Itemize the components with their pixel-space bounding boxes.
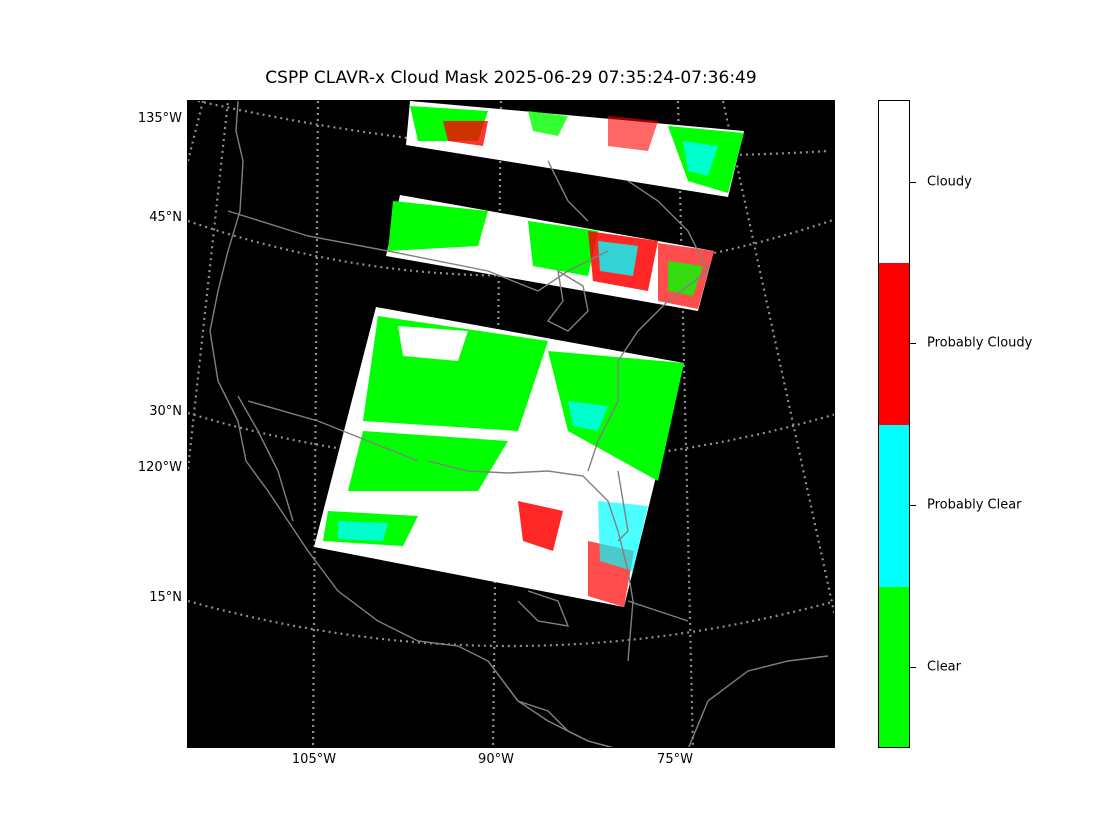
lat-label-135w: 135°W <box>137 111 182 126</box>
lon-line-60w <box>721 101 834 617</box>
colorbar-segment-cloudy <box>879 101 909 263</box>
colorbar-tick-probably-cloudy <box>910 343 916 344</box>
colorbar-segment-probably-clear <box>879 425 909 587</box>
colorbar <box>878 100 910 748</box>
lat-line-15n <box>188 599 834 648</box>
map-title: CSPP CLAVR-x Cloud Mask 2025-06-29 07:35… <box>265 68 757 88</box>
lat-label-15n: 15°N <box>149 590 182 605</box>
south-america-coast <box>688 655 829 747</box>
lon-label-105w: 105°W <box>291 752 337 767</box>
lon-line-105w <box>311 101 320 747</box>
colorbar-label-probably-clear: Probably Clear <box>927 497 1022 513</box>
colorbar-segment-probably-cloudy <box>879 263 909 425</box>
gulf-coast <box>427 460 634 662</box>
canada-border <box>227 210 609 292</box>
lon-line-135w-frag <box>188 101 205 162</box>
lat-label-120w: 120°W <box>137 460 182 475</box>
coastlines <box>209 101 829 747</box>
colorbar-label-cloudy: Cloudy <box>927 174 972 190</box>
lat-label-30n: 30°N <box>149 404 182 419</box>
central-america <box>487 660 614 747</box>
hudson-area <box>547 160 589 222</box>
map-canvas <box>188 101 834 747</box>
swath-bottom <box>314 307 684 607</box>
lon-label-75w: 75°W <box>657 752 693 767</box>
mexico-border <box>247 400 419 462</box>
florida <box>617 470 629 542</box>
colorbar-tick-clear <box>910 667 916 668</box>
swath-top <box>406 101 744 197</box>
lat-line-45n <box>188 218 834 277</box>
swath-middle <box>386 195 714 311</box>
colorbar-segment-clear <box>879 587 909 747</box>
colorbar-tick-cloudy <box>910 182 916 183</box>
yucatan <box>517 590 570 627</box>
cuba <box>627 600 689 622</box>
east-coast <box>587 180 709 472</box>
baja <box>237 395 294 522</box>
lat-label-45n: 45°N <box>149 210 182 225</box>
lon-label-90w: 90°W <box>478 752 514 767</box>
colorbar-label-probably-cloudy: Probably Cloudy <box>927 335 1033 351</box>
colorbar-tick-probably-clear <box>910 505 916 506</box>
great-lakes <box>546 269 589 332</box>
colorbar-label-clear: Clear <box>927 659 961 675</box>
lon-line-120w <box>188 101 230 470</box>
map-panel <box>187 100 835 748</box>
lon-line-75w <box>676 101 695 747</box>
